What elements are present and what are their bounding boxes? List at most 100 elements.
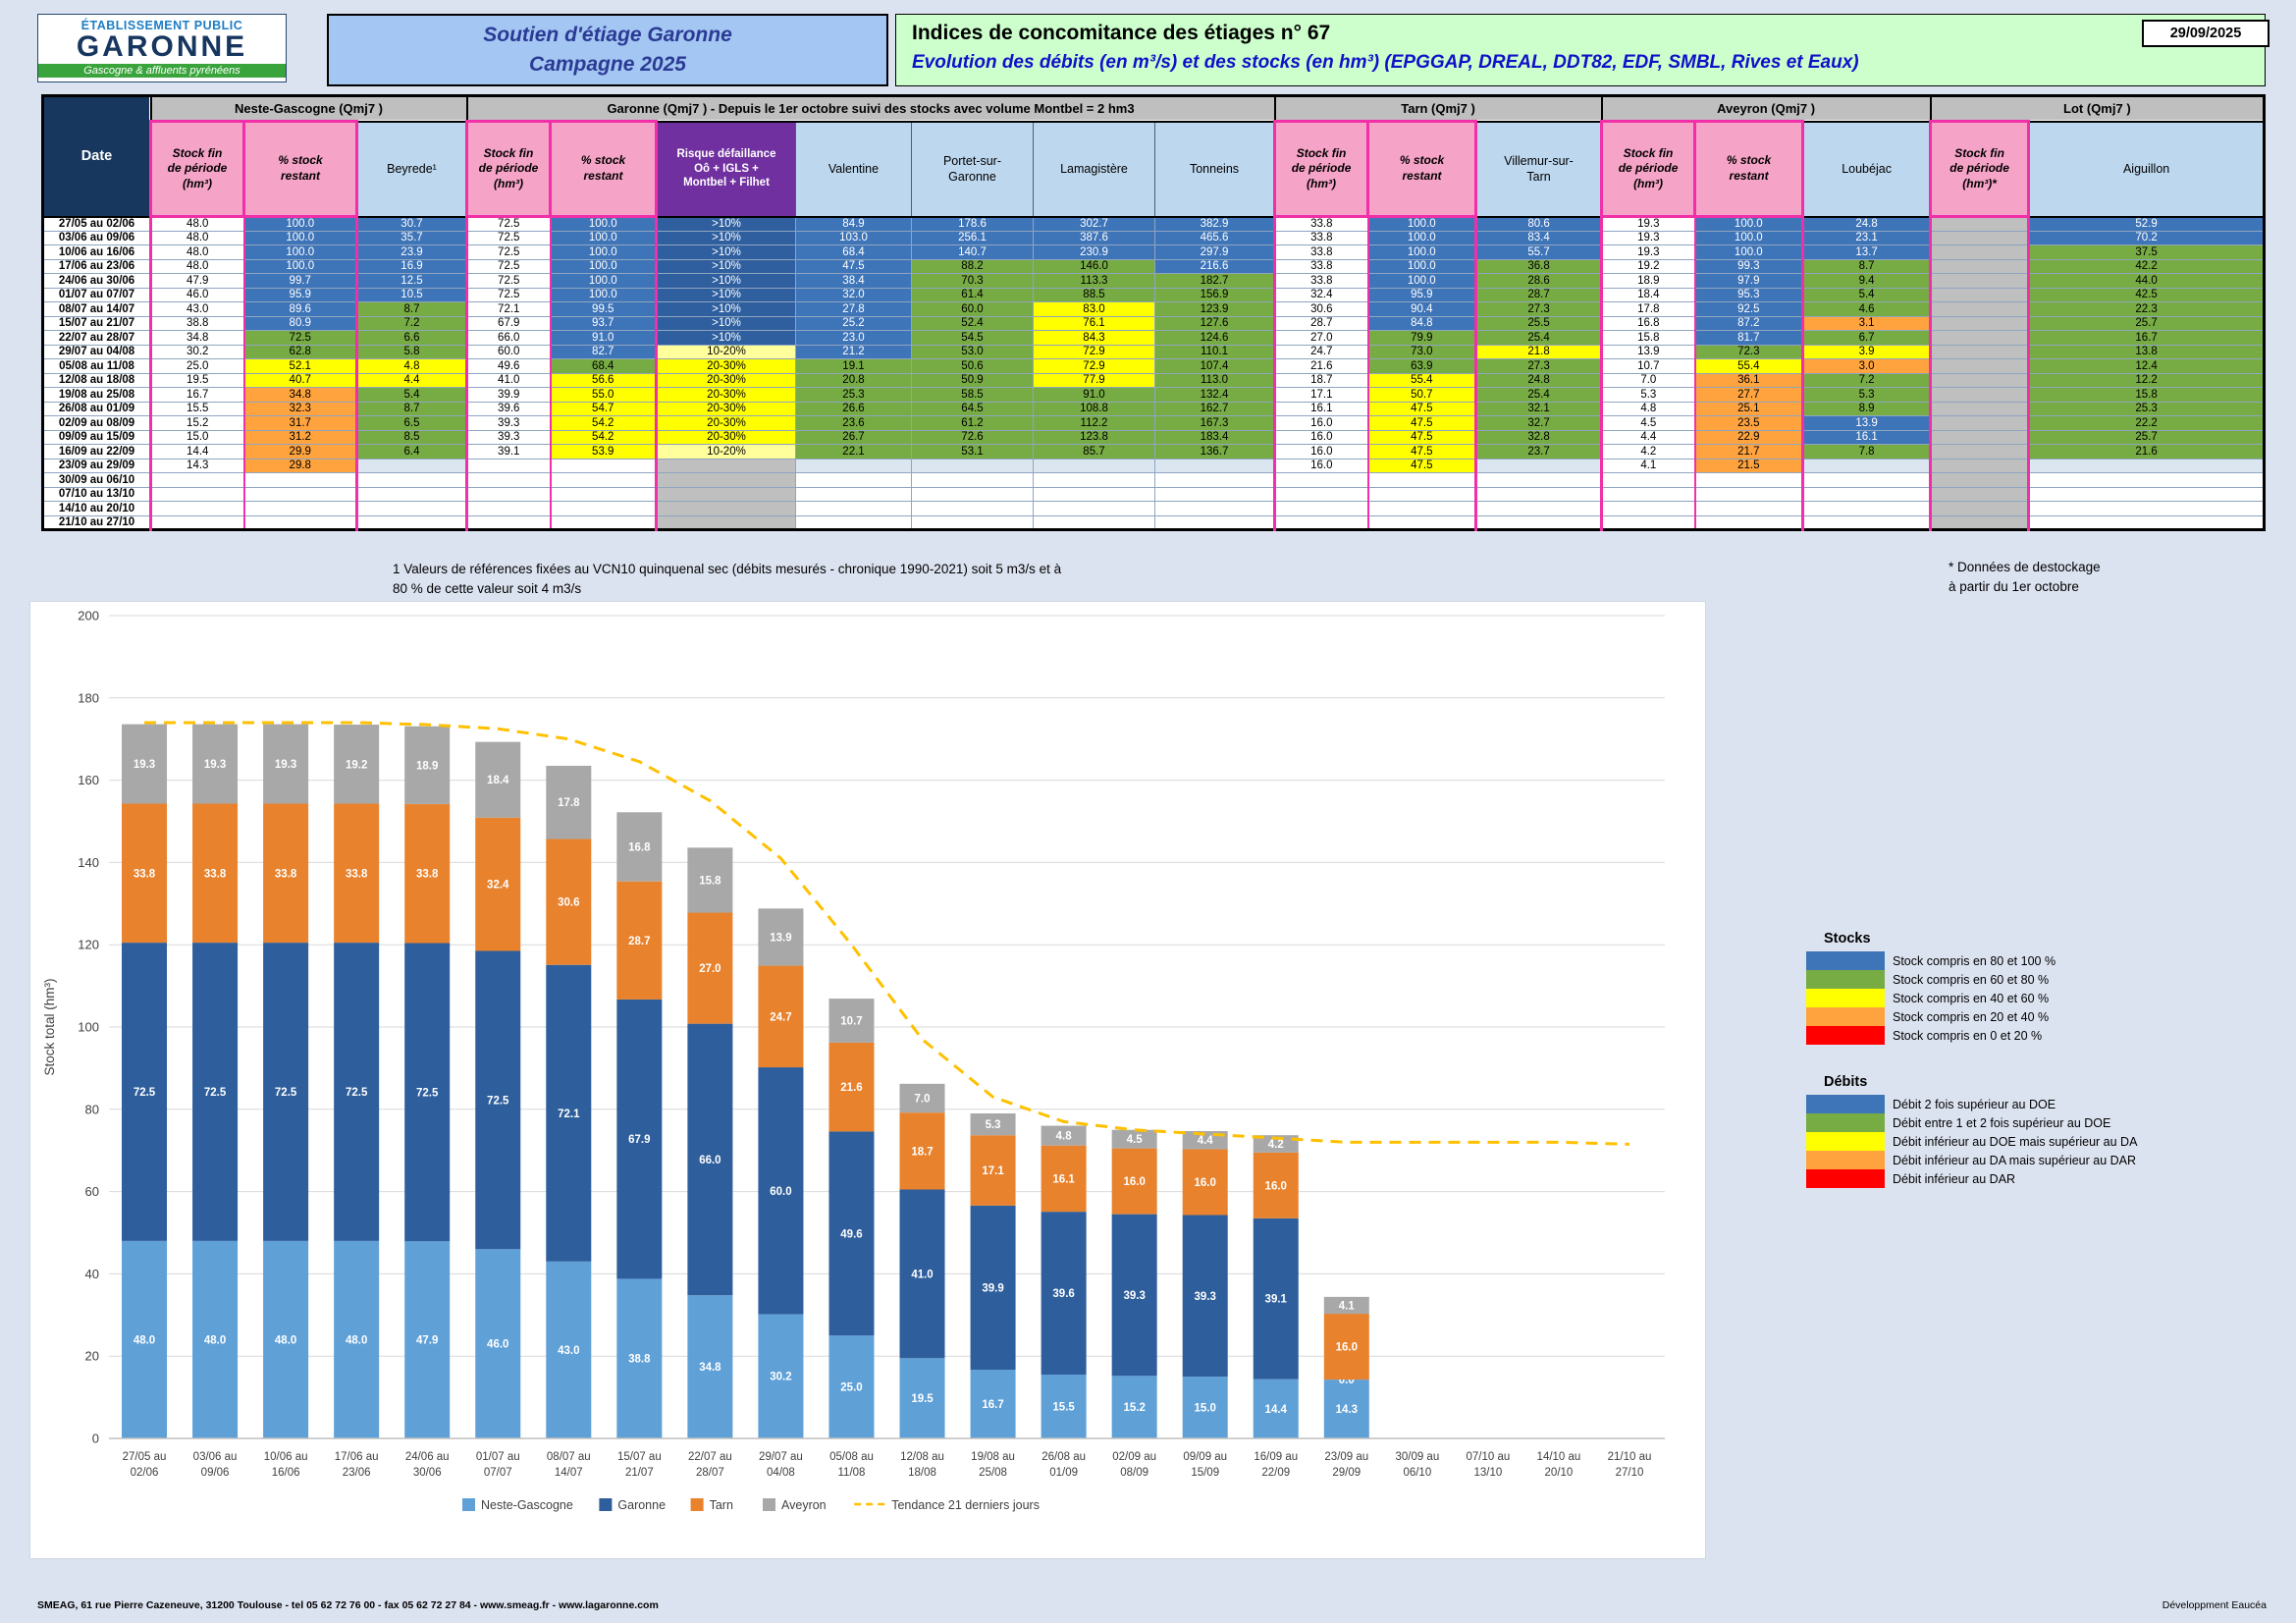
data-cell: 31.2 [243,429,358,445]
logo-line1: ÉTABLISSEMENT PUBLIC [80,19,243,32]
data-cell: 100.0 [243,258,358,274]
data-cell: 72.1 [465,301,552,317]
svg-text:21.6: 21.6 [840,1082,862,1094]
svg-text:43.0: 43.0 [558,1345,579,1357]
legend-label: Stock compris en 20 et 40 % [1893,1009,2050,1024]
data-cell: 30.6 [1273,301,1369,317]
svg-text:72.5: 72.5 [487,1095,509,1107]
date-cell: 12/08 au 18/08 [42,372,151,388]
data-cell: 72.5 [465,230,552,245]
data-cell: 39.3 [465,429,552,445]
data-cell: 27.3 [1475,358,1603,374]
svg-text:16.8: 16.8 [628,841,651,853]
svg-text:21/07: 21/07 [625,1467,654,1479]
svg-text:33.8: 33.8 [204,868,227,880]
svg-text:27/05 au: 27/05 au [123,1451,167,1463]
data-cell: 16.1 [1802,429,1932,445]
svg-text:39.9: 39.9 [982,1282,1003,1294]
data-cell: 33.8 [1273,258,1369,274]
data-cell: 15.5 [149,401,245,416]
svg-text:30/06: 30/06 [413,1467,442,1479]
svg-text:Tarn: Tarn [710,1498,733,1512]
program-box: Soutien d'étiage Garonne Campagne 2025 [327,14,888,86]
data-cell [1694,501,1805,516]
svg-text:01/07 au: 01/07 au [476,1451,520,1463]
data-cell: 88.2 [911,258,1034,274]
column-header: Stock fin de période (hm³) [1273,120,1370,218]
y-axis-title: Stock total (hm³) [42,978,57,1075]
data-cell [1475,501,1603,516]
data-cell: 3.0 [1802,358,1932,374]
data-cell [656,458,796,473]
column-header: Beyrede¹ [356,121,468,218]
svg-text:72.5: 72.5 [416,1087,439,1099]
data-cell: 55.4 [1694,358,1805,374]
data-cell [656,501,796,516]
svg-text:49.6: 49.6 [840,1228,862,1240]
table-row: 15/07 au 21/07 38.8 80.9 7.2 67.9 93.7 >10% 25.… [42,315,2266,331]
data-cell [1929,330,2031,346]
data-cell: 52.1 [243,358,358,374]
data-cell: 100.0 [1694,244,1805,260]
data-cell: 21.7 [1694,444,1805,460]
data-cell: 55.7 [1475,244,1603,260]
table-row: 09/09 au 15/09 15.0 31.2 8.5 39.3 54.2 20-30% 2… [42,429,2266,445]
svg-text:100: 100 [78,1020,99,1035]
data-cell: 23.5 [1694,415,1805,431]
data-cell: >10% [656,315,796,331]
data-cell: 3.9 [1802,344,1932,359]
data-cell: 25.4 [1475,387,1603,403]
svg-text:08/09: 08/09 [1120,1467,1148,1479]
data-cell [795,514,912,530]
data-cell: 21.6 [2028,444,2266,460]
table-row: 21/10 au 27/10 [42,514,2266,530]
data-cell: 21.6 [1273,358,1369,374]
data-cell: 91.0 [1033,387,1155,403]
data-cell [243,486,358,502]
data-cell: 38.4 [795,273,912,289]
svg-text:02/09 au: 02/09 au [1112,1451,1156,1463]
data-cell: 25.5 [1475,315,1603,331]
legend-panel-debits: Débits Débit 2 fois supérieur au DOE Débit… [1806,1074,2277,1188]
legend-swatch [1806,1113,1885,1132]
data-cell: 6.6 [356,330,468,346]
footnote-destockage: * Données de destockage à partir du 1er … [1949,558,2101,598]
data-cell: 136.7 [1153,444,1276,460]
data-cell: 76.1 [1033,315,1155,331]
data-cell [1929,287,2031,302]
data-cell: 100.0 [550,230,658,245]
data-cell: 8.7 [1802,258,1932,274]
date-cell: 02/09 au 08/09 [42,415,151,431]
svg-text:20/10: 20/10 [1545,1467,1574,1479]
data-cell [2028,514,2266,530]
svg-text:33.8: 33.8 [275,868,297,880]
svg-text:4.1: 4.1 [1339,1300,1356,1312]
data-cell: 83.0 [1033,301,1155,317]
data-cell: 36.1 [1694,372,1805,388]
stock-chart-panel: 0 20 40 60 80 100 120 140 160 180 200 Stock total (… [29,601,1706,1559]
data-cell: 302.7 [1033,216,1155,232]
data-cell: 178.6 [911,216,1034,232]
data-cell: 47.5 [1367,415,1478,431]
data-cell: 87.2 [1694,315,1805,331]
data-cell [1694,472,1805,488]
data-cell: 72.5 [465,273,552,289]
data-cell: 61.2 [911,415,1034,431]
svg-text:60: 60 [85,1184,99,1199]
data-cell: >10% [656,258,796,274]
legend-label: Débit 2 fois supérieur au DOE [1893,1097,2056,1111]
data-cell: 50.9 [911,372,1034,388]
date-cell: 29/07 au 04/08 [42,344,151,359]
data-cell: 95.9 [1367,287,1478,302]
data-cell: 124.6 [1153,330,1276,346]
data-cell: 5.4 [1802,287,1932,302]
data-cell: 43.0 [149,301,245,317]
data-cell: 27.8 [795,301,912,317]
data-cell: >10% [656,330,796,346]
svg-text:26/08 au: 26/08 au [1041,1451,1086,1463]
data-cell: 12.2 [2028,372,2266,388]
data-cell: 42.2 [2028,258,2266,274]
data-cell [356,472,468,488]
logo-line3: Gascogne & affluents pyrénéens [38,64,286,78]
